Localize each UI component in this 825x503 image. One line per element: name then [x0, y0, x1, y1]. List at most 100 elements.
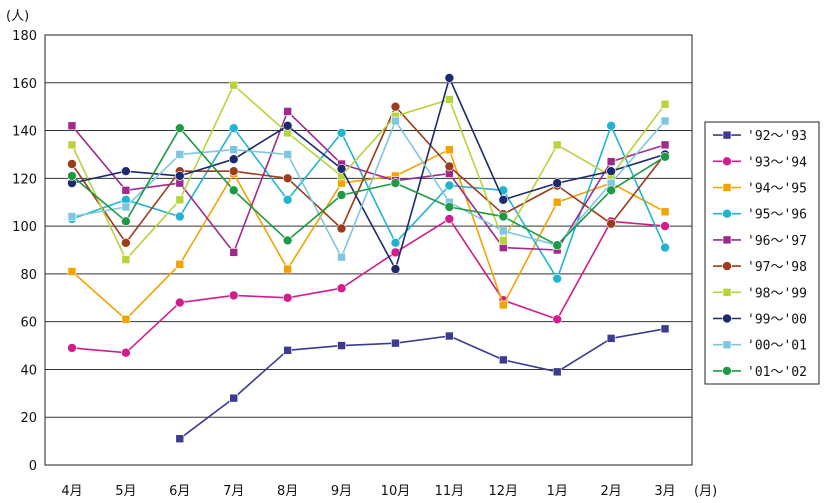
data-point	[67, 171, 77, 181]
data-point	[121, 314, 131, 324]
data-point	[283, 150, 292, 159]
data-point	[552, 367, 562, 377]
data-point	[67, 159, 77, 169]
data-point	[660, 324, 670, 334]
data-point	[606, 157, 616, 166]
legend-label: '92～'93	[747, 129, 807, 144]
data-point	[228, 185, 239, 196]
data-point	[606, 218, 616, 229]
data-point	[174, 171, 185, 181]
legend-marker	[722, 366, 732, 376]
legend-label: '01～'02	[747, 365, 807, 380]
legend-label: '96～'97	[747, 234, 807, 249]
x-tick-label: 11月	[435, 484, 465, 499]
data-point	[121, 255, 131, 264]
y-tick-label: 60	[20, 316, 37, 331]
legend-label: '95～'96	[747, 208, 807, 223]
data-point	[337, 178, 346, 188]
legend-entry: '99～'00	[713, 313, 807, 328]
data-point	[282, 292, 293, 303]
x-tick-label: 4月	[61, 484, 82, 499]
data-point	[606, 334, 616, 343]
data-point	[552, 240, 563, 251]
y-tick-label: 40	[20, 363, 37, 378]
data-point	[282, 173, 293, 184]
series-line	[71, 148, 666, 321]
data-point	[121, 185, 131, 195]
data-point	[121, 216, 131, 227]
data-point	[552, 140, 562, 150]
data-point	[444, 214, 455, 224]
series-line	[71, 105, 666, 244]
data-point	[606, 120, 616, 131]
legend-marker	[722, 261, 732, 271]
series-2	[67, 214, 670, 358]
data-point	[498, 226, 508, 236]
data-point	[67, 121, 77, 131]
x-axis-unit: (月)	[694, 484, 717, 499]
data-point	[121, 166, 131, 176]
data-point	[229, 80, 239, 90]
series-5	[67, 107, 670, 257]
series-10	[67, 123, 670, 251]
data-point	[228, 166, 239, 176]
data-point	[390, 264, 401, 274]
legend-entry: '01～'02	[713, 365, 807, 380]
x-tick-label: 9月	[331, 484, 352, 499]
x-tick-label: 7月	[223, 484, 244, 499]
data-point	[229, 145, 239, 154]
data-point	[121, 347, 131, 358]
data-point	[67, 267, 77, 276]
data-point	[445, 95, 454, 104]
data-point	[175, 260, 185, 269]
legend-entry: '92～'93	[713, 129, 807, 144]
series-8	[67, 73, 670, 274]
data-point	[336, 190, 347, 200]
data-point	[228, 154, 239, 165]
legend-entry: '96～'97	[713, 234, 807, 249]
data-point	[282, 235, 293, 246]
legend-entry: '94～'95	[713, 182, 807, 197]
data-point	[283, 107, 292, 116]
data-point	[552, 314, 563, 325]
data-point	[67, 343, 77, 353]
x-tick-label: 1月	[547, 484, 568, 499]
data-point	[660, 242, 670, 253]
data-point	[228, 123, 239, 133]
data-point	[660, 152, 670, 162]
legend-label: '00～'01	[747, 339, 807, 354]
y-tick-label: 180	[12, 29, 37, 44]
data-point	[660, 140, 670, 150]
y-axis-unit: (人)	[6, 9, 29, 24]
data-point	[660, 99, 670, 109]
series-line	[179, 328, 666, 440]
legend-label: '94～'95	[747, 182, 807, 197]
data-point	[283, 346, 292, 355]
data-point	[390, 101, 401, 112]
y-tick-label: 120	[12, 172, 37, 187]
legend-marker	[722, 156, 732, 167]
data-point	[444, 73, 455, 83]
data-point	[336, 163, 347, 174]
y-tick-label: 160	[12, 77, 37, 92]
x-tick-label: 12月	[489, 484, 519, 499]
data-point	[67, 212, 77, 221]
series-line	[71, 77, 666, 270]
data-point	[498, 355, 508, 365]
data-point	[660, 221, 670, 231]
data-point	[552, 178, 563, 188]
data-point	[337, 252, 346, 262]
data-point	[498, 300, 508, 310]
data-point	[498, 211, 509, 222]
legend-box	[704, 121, 820, 385]
data-point	[336, 283, 347, 294]
legend-entry: '93～'94	[713, 155, 807, 170]
y-tick-label: 140	[12, 125, 37, 140]
y-tick-label: 100	[12, 220, 37, 235]
data-point	[175, 434, 185, 444]
data-point	[283, 264, 292, 274]
data-point	[336, 128, 347, 138]
data-point	[337, 341, 346, 350]
legend-marker	[722, 208, 732, 219]
